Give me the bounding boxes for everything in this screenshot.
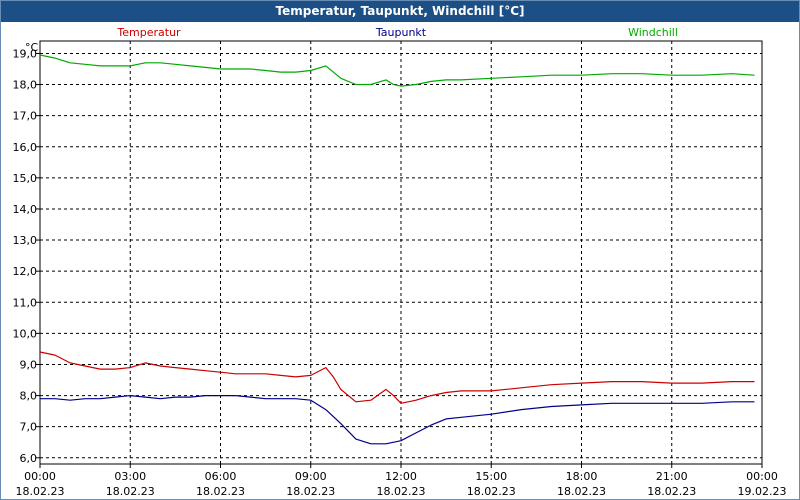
x-tick-time-label: 12:00 (385, 470, 417, 483)
x-tick-time-label: 00:00 (24, 470, 56, 483)
legend-entry-windchill: Windchill (628, 26, 678, 39)
plot-border (39, 40, 763, 465)
x-tick-date-label: 18.02.23 (377, 485, 426, 498)
y-tick-label: 13,0 (13, 234, 38, 247)
x-tick-time-label: 03:00 (114, 470, 146, 483)
y-tick-label: 9,0 (20, 358, 38, 371)
y-tick-label: 18,0 (13, 79, 38, 92)
y-unit-label: °C (25, 41, 39, 54)
window-title: Temperatur, Taupunkt, Windchill [°C] (1, 1, 799, 22)
x-tick-time-label: 18:00 (566, 470, 598, 483)
y-tick-label: 19,0 (13, 47, 38, 60)
x-tick-date-label: 18.02.23 (647, 485, 696, 498)
legend-entry-taupunkt: Taupunkt (375, 26, 427, 39)
y-tick-label: 6,0 (20, 452, 38, 465)
x-tick-date-label: 18.02.23 (286, 485, 335, 498)
x-tick-time-label: 06:00 (205, 470, 237, 483)
x-tick-date-label: 18.02.23 (557, 485, 606, 498)
x-tick-time-label: 21:00 (656, 470, 688, 483)
series-line-taupunkt (40, 395, 755, 445)
series-line-temperatur (39, 351, 755, 404)
x-tick-date-label: 18.02.23 (196, 485, 245, 498)
y-tick-label: 8,0 (20, 390, 38, 403)
x-tick-time-label: 15:00 (475, 470, 507, 483)
x-tick-date-label: 18.02.23 (467, 485, 516, 498)
x-tick-time-label: 00:00 (746, 470, 778, 483)
y-tick-label: 11,0 (13, 296, 38, 309)
x-tick-time-label: 09:00 (295, 470, 327, 483)
y-tick-label: 10,0 (13, 327, 38, 340)
y-tick-label: 16,0 (13, 141, 38, 154)
y-tick-label: 17,0 (13, 110, 38, 123)
y-tick-label: 12,0 (13, 265, 38, 278)
y-tick-label: 7,0 (20, 421, 38, 434)
x-tick-date-label: 18.02.23 (106, 485, 155, 498)
legend-entry-temperatur: Temperatur (116, 26, 181, 39)
x-tick-date-label: 18.02.23 (16, 485, 65, 498)
y-tick-label: 15,0 (13, 172, 38, 185)
x-tick-date-label: 19.02.23 (738, 485, 787, 498)
y-tick-label: 14,0 (13, 203, 38, 216)
series-line-windchill (39, 54, 755, 87)
